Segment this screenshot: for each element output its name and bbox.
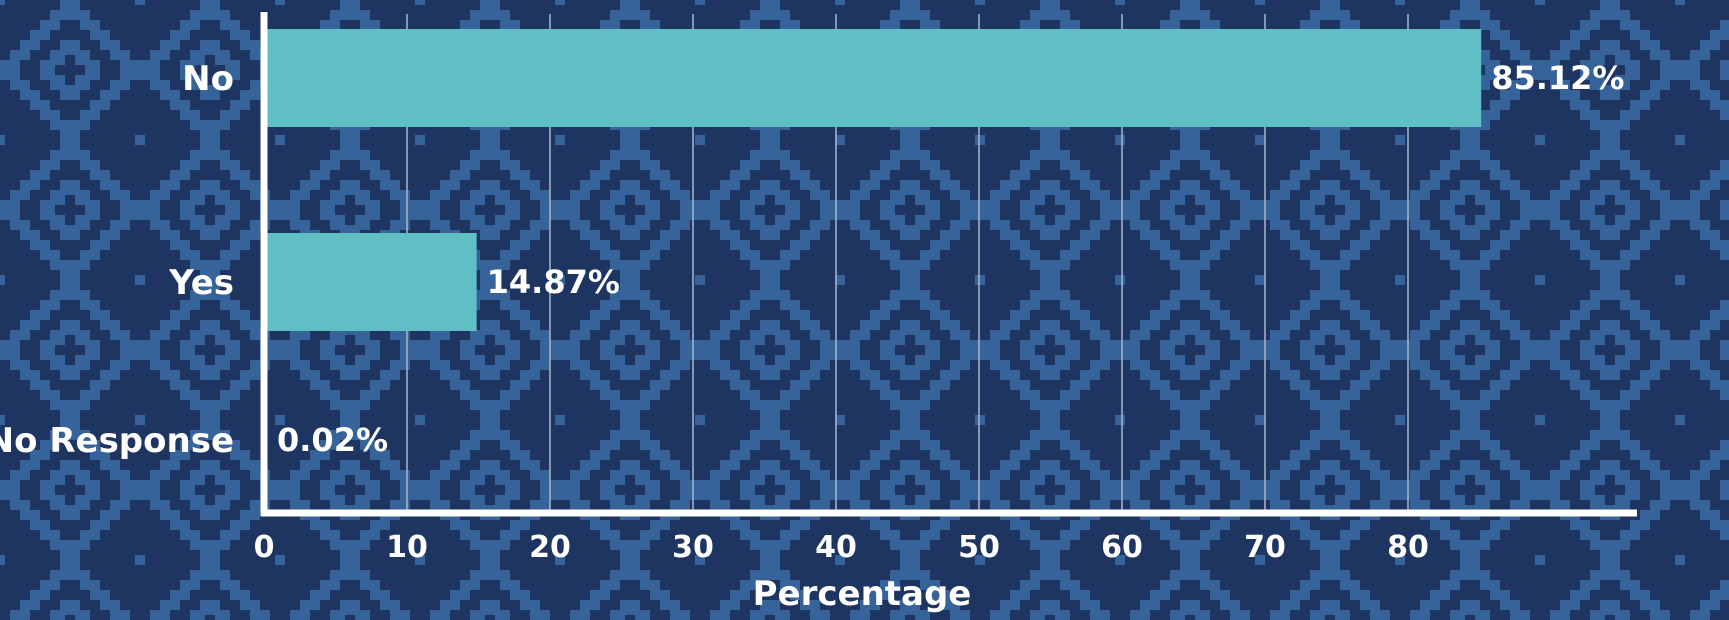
- x-axis-ticks: 0 10 20 30 40 50 60 70 80: [254, 530, 1429, 565]
- x-tick-label-60: 60: [1101, 530, 1143, 565]
- x-tick-label-0: 0: [254, 530, 275, 565]
- axes: [260, 12, 1637, 517]
- category-label-no-response: No Response: [0, 421, 234, 461]
- x-axis-title: Percentage: [753, 574, 972, 614]
- x-tick-label-70: 70: [1244, 530, 1286, 565]
- bar-yes: [264, 233, 477, 331]
- x-tick-label-10: 10: [386, 530, 428, 565]
- data-label-no: 85.12%: [1491, 59, 1624, 97]
- x-tick-label-50: 50: [958, 530, 1000, 565]
- data-labels: 85.12% 14.87% 0.02%: [277, 59, 1624, 459]
- category-label-no: No: [182, 59, 234, 99]
- bar-no: [264, 29, 1482, 127]
- data-label-no-response: 0.02%: [277, 421, 388, 459]
- data-label-yes: 14.87%: [487, 263, 620, 301]
- y-axis-categories: No Yes No Response: [0, 59, 234, 461]
- x-tick-label-40: 40: [815, 530, 857, 565]
- category-label-yes: Yes: [168, 263, 234, 303]
- x-tick-label-30: 30: [672, 530, 714, 565]
- x-tick-label-20: 20: [529, 530, 571, 565]
- x-tick-label-80: 80: [1387, 530, 1429, 565]
- bars: [264, 29, 1482, 489]
